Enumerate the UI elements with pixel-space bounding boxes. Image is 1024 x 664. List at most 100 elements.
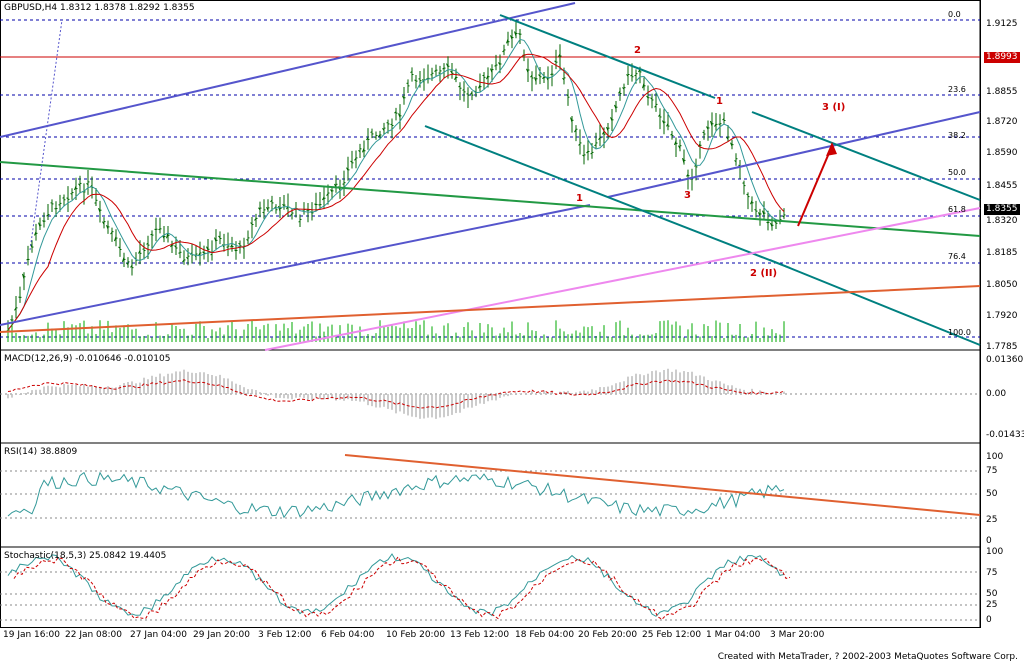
fib-label: 61.8 <box>948 205 966 214</box>
price-bar-open <box>326 193 329 196</box>
price-bar-open <box>774 220 777 224</box>
stoch-tick: 0 <box>986 615 992 625</box>
price-bar-open <box>502 50 505 53</box>
price-bar-open <box>262 211 265 214</box>
price-bar-open <box>182 259 185 263</box>
time-tick: 6 Feb 04:00 <box>321 630 375 640</box>
price-bar-open <box>450 70 453 74</box>
price-bar-open <box>646 95 649 99</box>
price-bar-open <box>566 94 569 97</box>
price-tick: 1.8320 <box>986 216 1018 226</box>
price-bar-open <box>370 131 373 133</box>
price-tick: 1.8455 <box>986 181 1018 191</box>
price-bar-open <box>750 200 753 205</box>
price-bar-open <box>726 136 729 140</box>
teal-channel-lower-2 <box>769 259 981 346</box>
price-bar-open <box>586 150 589 154</box>
price-bar-open <box>658 114 661 117</box>
price-bar-open <box>442 67 445 70</box>
time-tick: 18 Feb 04:00 <box>515 630 575 640</box>
price-bar-open <box>322 196 325 201</box>
stoch-tick: 25 <box>986 600 998 610</box>
channel-lower-line <box>0 204 591 326</box>
green-trend-line <box>0 161 981 237</box>
price-bar-open <box>542 76 545 80</box>
price-bar-open <box>434 69 437 72</box>
price-bar-open <box>454 76 457 80</box>
price-bar-open <box>22 273 25 280</box>
price-bar-open <box>478 84 481 89</box>
chart-frame <box>0 0 981 628</box>
price-bar-open <box>458 85 461 88</box>
price-bar-open <box>66 197 69 199</box>
wave-label: 3 (I) <box>822 102 846 113</box>
symbol-header: GBPUSD,H4 1.8312 1.8378 1.8292 1.8355 <box>4 3 195 13</box>
price-bar-open <box>494 65 497 67</box>
price-bar-open <box>550 73 553 76</box>
price-bar-open <box>354 157 357 161</box>
price-bar-open <box>734 160 737 163</box>
rsi-tick: 50 <box>986 489 998 499</box>
macd-label: MACD(12,26,9) -0.010646 -0.010105 <box>4 354 171 364</box>
price-bar-open <box>70 192 73 195</box>
price-bar-open <box>254 218 257 221</box>
price-bar-open <box>282 203 285 207</box>
fast-moving-average <box>7 38 785 331</box>
price-bar-open <box>314 203 317 206</box>
price-bar-open <box>106 224 109 230</box>
red-level-marker: 1.8993 <box>984 52 1020 63</box>
price-bar-open <box>14 307 17 311</box>
price-bar-open <box>506 38 509 44</box>
price-bar-open <box>90 184 93 187</box>
price-bar-open <box>86 182 89 186</box>
price-bar-open <box>654 105 657 108</box>
rsi-tick: 0 <box>986 536 992 546</box>
price-bar-open <box>410 71 413 73</box>
price-bar-open <box>758 212 761 217</box>
price-bar-open <box>678 145 681 149</box>
price-bar-open <box>462 89 465 91</box>
wave-label: 1 <box>716 96 723 107</box>
price-bar-open <box>518 32 521 35</box>
price-bar-open <box>578 143 581 146</box>
channel-mid-line <box>607 111 981 198</box>
price-bar-open <box>742 182 745 184</box>
price-bar-open <box>346 167 349 171</box>
price-bar-open <box>42 220 45 223</box>
price-bar-open <box>486 75 489 80</box>
time-tick: 13 Feb 12:00 <box>450 630 510 640</box>
price-tick: 1.8855 <box>986 87 1018 97</box>
price-bar-open <box>130 264 133 268</box>
price-bar-open <box>606 126 609 131</box>
price-bar-open <box>122 256 125 263</box>
footer-credit: Created with MetaTrader, ? 2002-2003 Met… <box>717 652 1018 662</box>
price-tick: 1.8050 <box>986 280 1018 290</box>
price-bar-open <box>414 79 417 82</box>
price-bar-open <box>530 74 533 78</box>
price-bar-open <box>46 214 49 217</box>
price-bar-open <box>714 123 717 127</box>
price-bar-open <box>206 246 209 251</box>
price-bar-open <box>554 60 557 63</box>
price-bar-open <box>330 189 333 193</box>
price-bar-open <box>634 74 637 77</box>
price-tick: 1.8720 <box>986 117 1018 127</box>
price-bar-open <box>358 150 361 153</box>
stoch-main-line <box>7 553 785 617</box>
price-bar-open <box>622 87 625 90</box>
price-bar-open <box>150 233 153 236</box>
price-bar-open <box>34 231 37 236</box>
price-bar-open <box>682 157 685 164</box>
price-bar-open <box>754 209 757 211</box>
price-bar-open <box>706 126 709 130</box>
time-tick: 10 Feb 20:00 <box>386 630 446 640</box>
price-bar-open <box>438 72 441 74</box>
rsi-tick: 100 <box>986 452 1004 462</box>
price-bar-open <box>594 144 597 147</box>
price-bar-open <box>26 258 29 261</box>
fib-label: 38.2 <box>948 131 966 140</box>
price-bar-open <box>10 319 13 322</box>
wave-label: 1 <box>576 193 583 204</box>
